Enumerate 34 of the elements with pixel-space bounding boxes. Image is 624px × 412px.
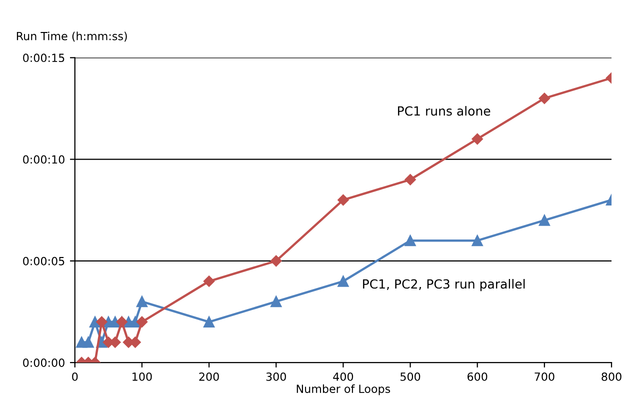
x-tick-label: 500 (400, 372, 420, 381)
point (404, 235, 416, 246)
point (203, 316, 215, 328)
series-label: PC1 runs alone (398, 106, 490, 116)
point (472, 235, 483, 246)
x-tick-label: 600 (468, 372, 488, 381)
x-tick-label: 700 (534, 372, 554, 381)
point (270, 296, 282, 308)
x-tick-label: 0 (72, 372, 78, 381)
y-tick-label: 0:00:05 (23, 256, 64, 266)
x-tick-label: 200 (199, 372, 219, 381)
point (538, 92, 550, 104)
series-label: PC1, PC2, PC3 run parallel (363, 279, 525, 292)
x-tick-label: 100 (132, 372, 152, 381)
x-tick-label: 400 (333, 372, 354, 381)
point (404, 174, 416, 186)
y-tick-label: 0:00:00 (23, 358, 64, 367)
point (270, 255, 282, 267)
point (338, 194, 349, 206)
x-tick-label: 800 (602, 372, 622, 381)
point (136, 316, 148, 328)
point (338, 276, 349, 287)
y-tick-label: 0:00:15 (23, 54, 64, 62)
point (472, 133, 483, 145)
point (538, 214, 550, 226)
y-axis-title: Run Time (h:mm:ss) (16, 32, 127, 42)
point (136, 296, 148, 308)
y-tick-label: 0:00:10 (23, 155, 64, 164)
point (82, 336, 94, 348)
x-tick-label: 300 (266, 372, 286, 381)
point (96, 316, 108, 328)
point (203, 276, 215, 287)
point (89, 316, 101, 328)
x-axis-title: Number of Loops (296, 384, 390, 396)
